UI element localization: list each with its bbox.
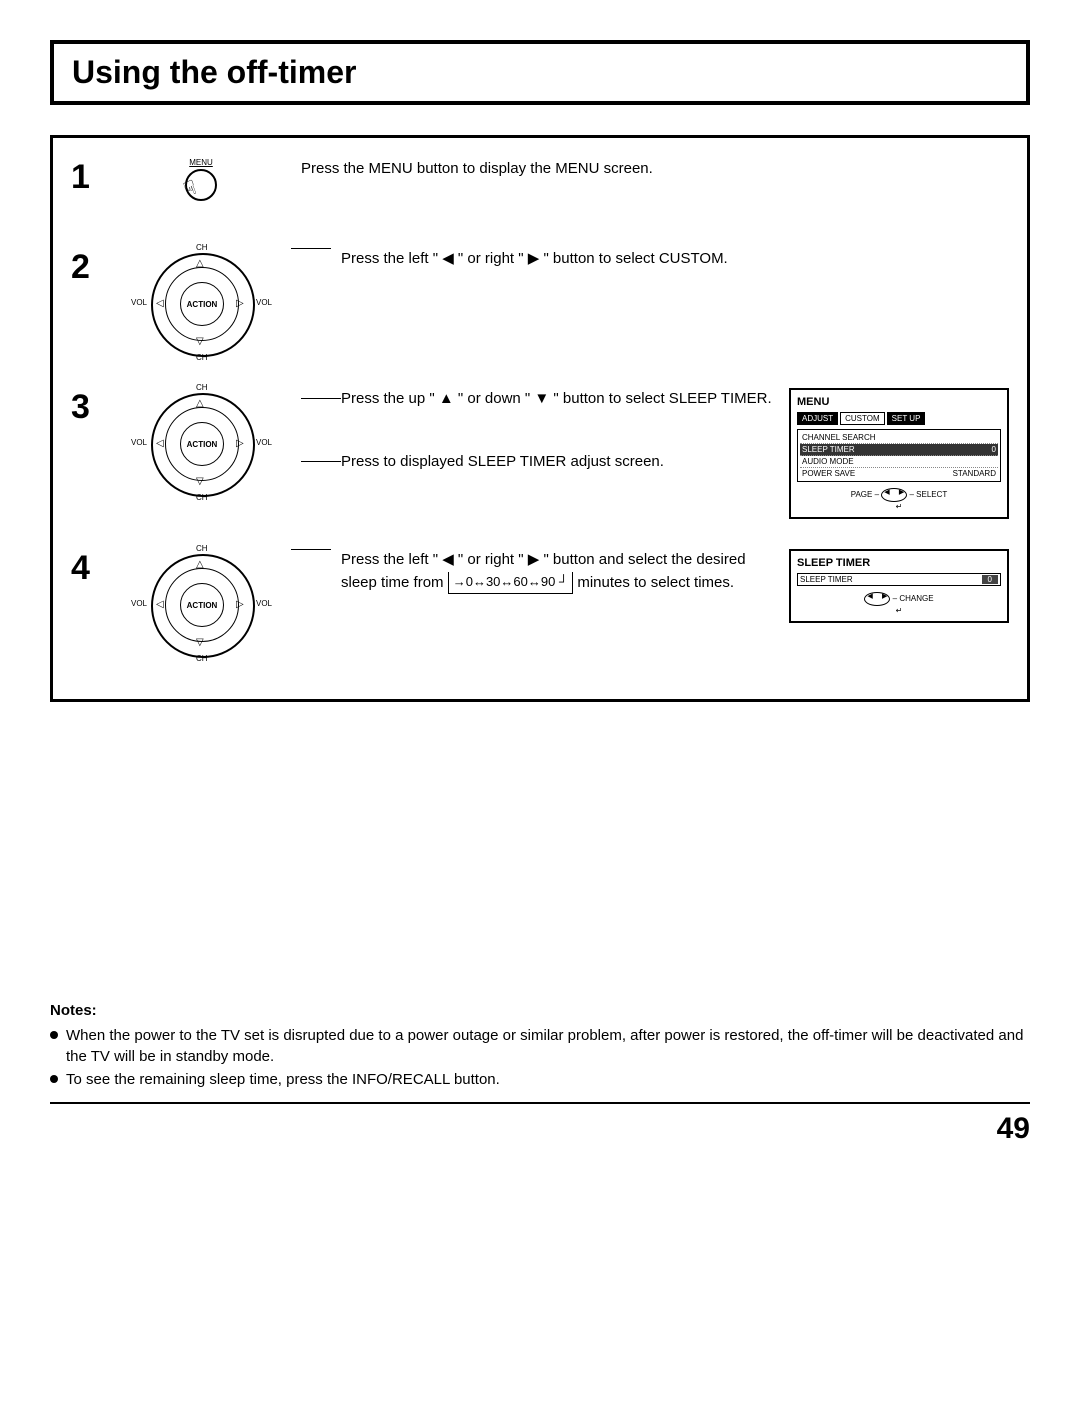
title-box: Using the off-timer — [50, 40, 1030, 105]
osd-footer: PAGE – – SELECT ↵ — [797, 488, 1001, 511]
up-arrow-icon: △ — [196, 398, 204, 409]
dpad-illustration: CH ACTION △ ▽ ◁ ▷ VOL VOL CH — [111, 549, 291, 659]
right-arrow-icon: ▷ — [236, 599, 244, 610]
step-2: 2 CH ACTION △ ▽ ◁ ▷ VOL VOL CH Press the… — [71, 248, 1009, 358]
ch-label: CH — [196, 493, 208, 502]
leader-line — [291, 549, 331, 550]
down-arrow-icon: ▽ — [196, 336, 204, 347]
osd-title: MENU — [797, 396, 1001, 408]
step-3: 3 CH ACTION △ ▽ ◁ ▷ VOL VOL CH Press the… — [71, 388, 1009, 519]
return-icon: ↵ — [797, 606, 1001, 615]
step-number: 4 — [71, 549, 111, 588]
osd-title: SLEEP TIMER — [797, 557, 1001, 569]
note-text: When the power to the TV set is disrupte… — [66, 1025, 1030, 1067]
right-arrow-icon: ▷ — [236, 298, 244, 309]
menu-label: MENU — [176, 158, 226, 167]
action-button-icon: ACTION — [180, 583, 224, 627]
osd-item: AUDIO MODE — [800, 456, 998, 468]
up-arrow-icon: △ — [196, 559, 204, 570]
instructions-box: 1 MENU ☟ Press the MENU button to displa… — [50, 135, 1030, 702]
action-button-icon: ACTION — [180, 282, 224, 326]
note-item: To see the remaining sleep time, press t… — [50, 1069, 1030, 1090]
ch-label: CH — [196, 353, 208, 362]
leader-line — [291, 248, 331, 249]
step-4-text: Press the left " ◀ " or right " ▶ " butt… — [331, 549, 774, 594]
right-arrow-icon: ▷ — [236, 438, 244, 449]
step-3-text-b: Press to displayed SLEEP TIMER adjust sc… — [341, 451, 664, 474]
osd-row-value: 0 — [982, 575, 998, 584]
bullet-icon — [50, 1031, 58, 1039]
step-4-text-post: minutes to select times. — [577, 574, 734, 591]
vol-label: VOL — [131, 438, 147, 447]
step-2-text: Press the left " ◀ " or right " ▶ " butt… — [331, 248, 774, 271]
ch-label: CH — [196, 654, 208, 663]
menu-osd: MENU ADJUST CUSTOM SET UP CHANNEL SEARCH… — [774, 388, 1009, 519]
osd-footer: – CHANGE ↵ — [797, 592, 1001, 615]
up-arrow-icon: △ — [196, 258, 204, 269]
osd-tab-setup: SET UP — [887, 412, 926, 425]
osd-item: CHANNEL SEARCH — [800, 432, 998, 444]
vol-label: VOL — [256, 599, 272, 608]
left-arrow-icon: ◁ — [156, 298, 164, 309]
nav-eye-icon — [881, 488, 907, 502]
ch-label: CH — [196, 544, 208, 553]
step-3-text-a: Press the up " ▲ " or down " ▼ " button … — [341, 388, 772, 411]
nav-eye-icon — [864, 592, 890, 606]
osd-item: POWER SAVESTANDARD — [800, 468, 998, 479]
osd-footer-change: CHANGE — [899, 594, 933, 603]
osd-tabs: ADJUST CUSTOM SET UP — [797, 412, 1001, 425]
down-arrow-icon: ▽ — [196, 476, 204, 487]
dpad-illustration: CH ACTION △ ▽ ◁ ▷ VOL VOL CH — [111, 388, 291, 498]
return-icon: ↵ — [797, 502, 1001, 511]
step-3-text: Press the up " ▲ " or down " ▼ " button … — [291, 388, 774, 473]
sleep-time-cycle: →0↔30↔60↔90 ┘ — [448, 572, 573, 595]
bottom-rule — [50, 1102, 1030, 1104]
osd-footer-page: PAGE — [851, 490, 873, 499]
ch-label: CH — [196, 383, 208, 392]
osd-tab-adjust: ADJUST — [797, 412, 838, 425]
menu-button-illustration: MENU ☟ — [111, 158, 291, 218]
step-1-text: Press the MENU button to display the MEN… — [291, 158, 774, 181]
dpad-illustration: CH ACTION △ ▽ ◁ ▷ VOL VOL CH — [111, 248, 291, 358]
vol-label: VOL — [256, 298, 272, 307]
step-1: 1 MENU ☟ Press the MENU button to displa… — [71, 158, 1009, 218]
step-4: 4 CH ACTION △ ▽ ◁ ▷ VOL VOL CH Press the… — [71, 549, 1009, 659]
vol-label: VOL — [131, 599, 147, 608]
osd-item: SLEEP TIMER 0 — [797, 573, 1001, 586]
sleep-timer-osd: SLEEP TIMER SLEEP TIMER 0 – CHANGE ↵ — [774, 549, 1009, 623]
page-title: Using the off-timer — [72, 54, 1008, 91]
osd-list: CHANNEL SEARCH SLEEP TIMER0 AUDIO MODE P… — [797, 429, 1001, 482]
note-text: To see the remaining sleep time, press t… — [66, 1069, 500, 1090]
ch-label: CH — [196, 243, 208, 252]
notes-section: Notes: When the power to the TV set is d… — [50, 1002, 1030, 1090]
note-item: When the power to the TV set is disrupte… — [50, 1025, 1030, 1067]
step-number: 2 — [71, 248, 111, 287]
step-number: 1 — [71, 158, 111, 197]
osd-row-label: SLEEP TIMER — [800, 575, 853, 584]
step-number: 3 — [71, 388, 111, 427]
left-arrow-icon: ◁ — [156, 438, 164, 449]
leader-line — [301, 461, 341, 462]
osd-item: SLEEP TIMER0 — [800, 444, 998, 456]
notes-heading: Notes: — [50, 1002, 1030, 1019]
vol-label: VOL — [131, 298, 147, 307]
osd-tab-custom: CUSTOM — [840, 412, 885, 425]
bullet-icon — [50, 1075, 58, 1083]
page-number: 49 — [50, 1112, 1030, 1146]
osd-footer-select: SELECT — [916, 490, 947, 499]
action-button-icon: ACTION — [180, 422, 224, 466]
down-arrow-icon: ▽ — [196, 637, 204, 648]
leader-line — [301, 398, 341, 399]
vol-label: VOL — [256, 438, 272, 447]
left-arrow-icon: ◁ — [156, 599, 164, 610]
